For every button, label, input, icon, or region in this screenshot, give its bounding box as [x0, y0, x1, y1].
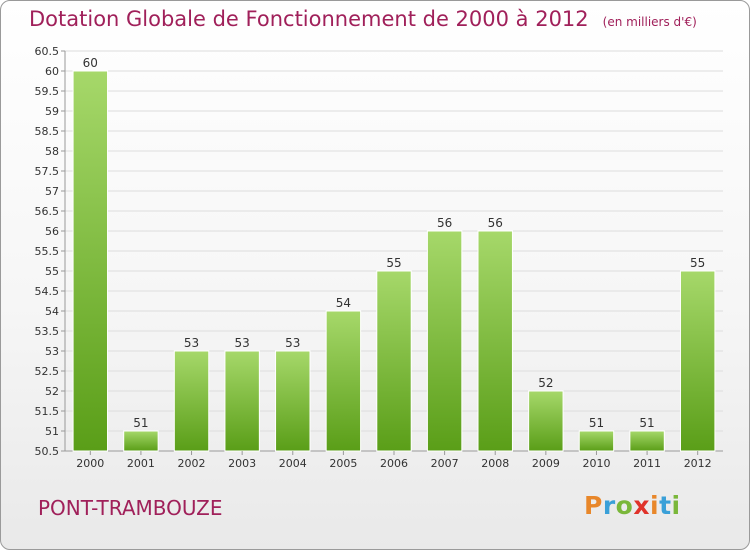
x-tick-label: 2009 [532, 457, 560, 470]
y-tick-label: 57 [45, 185, 59, 198]
bar [376, 270, 412, 452]
bar [72, 70, 109, 452]
x-tick-label: 2004 [279, 457, 307, 470]
x-tick-label: 2008 [481, 457, 509, 470]
logo-letter: t [659, 491, 672, 520]
y-tick-label: 52 [45, 385, 59, 398]
bar-value-label: 53 [285, 336, 300, 350]
bar [477, 230, 513, 452]
bar-value-label: 51 [639, 416, 654, 430]
bar-value-label: 55 [386, 256, 401, 270]
y-tick-label: 53.5 [35, 325, 60, 338]
logo-letter: P [584, 491, 603, 520]
y-tick-label: 55.5 [35, 245, 60, 258]
bar [426, 230, 463, 452]
y-tick-label: 55 [45, 265, 59, 278]
y-tick-label: 60.5 [35, 45, 60, 58]
bar [123, 430, 159, 452]
bar-value-label: 60 [83, 56, 98, 70]
bar-value-label: 56 [437, 216, 452, 230]
y-tick-label: 51 [45, 425, 59, 438]
logo-letter: r [602, 491, 616, 520]
bar [679, 270, 716, 452]
y-tick-label: 58 [45, 145, 59, 158]
bar [173, 350, 210, 452]
y-tick-label: 57.5 [35, 165, 60, 178]
y-tick-label: 54 [45, 305, 59, 318]
y-tick-label: 59 [45, 105, 59, 118]
title-text: Dotation Globale de Fonctionnement de 20… [29, 7, 589, 31]
x-tick-label: 2001 [127, 457, 155, 470]
y-tick-label: 50.5 [35, 445, 60, 458]
bar-value-label: 54 [336, 296, 351, 310]
logo-letter: i [650, 491, 660, 520]
bar-value-label: 52 [538, 376, 553, 390]
y-tick-label: 58.5 [35, 125, 60, 138]
x-tick-label: 2003 [228, 457, 256, 470]
y-tick-label: 53 [45, 345, 59, 358]
bar [629, 430, 665, 452]
y-tick-label: 59.5 [35, 85, 60, 98]
x-tick-label: 2002 [178, 457, 206, 470]
bar-value-label: 53 [235, 336, 250, 350]
bar-chart: 50.5 51 51.5 52 52.5 53 53.5 54 54.5 55 55.5 56 56.5… [35, 45, 723, 470]
unit-text: (en milliers d'€) [602, 15, 697, 29]
bar [528, 390, 564, 452]
bar [275, 350, 311, 452]
proxiti-logo[interactable]: Proxiti [584, 491, 681, 520]
bar-value-label: 53 [184, 336, 199, 350]
bar [224, 350, 260, 452]
x-tick-label: 2012 [684, 457, 712, 470]
x-tick-label: 2011 [633, 457, 661, 470]
bar-value-label: 51 [589, 416, 604, 430]
y-tick-label: 51.5 [35, 405, 60, 418]
bar-value-label: 56 [488, 216, 503, 230]
x-tick-label: 2007 [431, 457, 459, 470]
x-tick-label: 2006 [380, 457, 408, 470]
logo-letter: i [671, 491, 681, 520]
y-tick-label: 56.5 [35, 205, 60, 218]
x-tick-label: 2010 [582, 457, 610, 470]
y-tick-label: 52.5 [35, 365, 60, 378]
bar-value-label: 55 [690, 256, 705, 270]
y-tick-label: 60 [45, 65, 59, 78]
y-tick-label: 56 [45, 225, 59, 238]
commune-name: PONT-TRAMBOUZE [38, 496, 223, 520]
bar-value-label: 51 [133, 416, 148, 430]
chart-title: Dotation Globale de Fonctionnement de 20… [29, 7, 697, 31]
bar [578, 430, 615, 452]
bar [325, 310, 362, 452]
logo-letter: o [615, 491, 634, 520]
x-tick-label: 2000 [76, 457, 104, 470]
y-tick-label: 54.5 [35, 285, 60, 298]
logo-letter: x [633, 491, 650, 520]
x-tick-label: 2005 [329, 457, 357, 470]
